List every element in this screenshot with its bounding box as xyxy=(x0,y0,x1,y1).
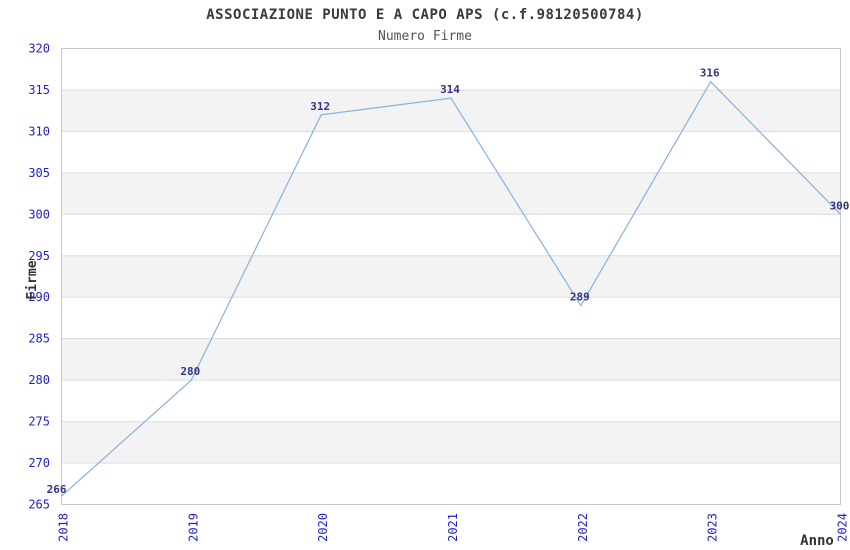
data-line xyxy=(61,80,841,497)
y-tick-label: 280 xyxy=(28,373,50,387)
plot-band xyxy=(61,131,841,173)
plot-band xyxy=(61,255,841,298)
x-tick-label: 2020 xyxy=(316,513,330,542)
data-point-labels: 266 280 312 314 289 316 300 xyxy=(47,67,850,497)
x-tick-label: 2021 xyxy=(446,513,460,542)
y-tick-label: 265 xyxy=(28,498,50,512)
data-point-label: 300 xyxy=(830,199,850,212)
data-point-label: 266 xyxy=(47,483,67,496)
y-tick-label: 310 xyxy=(28,124,50,138)
data-point-label: 280 xyxy=(180,365,200,378)
x-axis-tick-labels: 2018 2019 2020 2021 2022 2023 2024 xyxy=(57,513,850,542)
y-tick-label: 275 xyxy=(28,415,50,429)
y-tick-label: 295 xyxy=(28,249,50,263)
chart-title: ASSOCIAZIONE PUNTO E A CAPO APS (c.f.981… xyxy=(206,7,644,23)
plot-border xyxy=(61,48,841,505)
data-point-label: 316 xyxy=(700,67,720,80)
x-tick-label: 2022 xyxy=(576,513,590,542)
y-tick-label: 305 xyxy=(28,166,50,180)
x-tick-label: 2024 xyxy=(836,513,850,542)
chart-subtitle: Numero Firme xyxy=(378,29,472,44)
plot-background-bands xyxy=(61,48,841,505)
y-axis-tick-labels: 265 270 275 280 285 290 295 300 305 310 315 320 xyxy=(28,42,50,512)
plot-band xyxy=(61,297,841,339)
data-point-label: 289 xyxy=(570,291,590,304)
y-tick-label: 320 xyxy=(28,42,50,56)
data-point-label: 312 xyxy=(310,100,330,113)
plot-band xyxy=(61,421,841,464)
y-tick-label: 285 xyxy=(28,332,50,346)
x-axis-label: Anno xyxy=(800,533,834,549)
plot-band xyxy=(61,463,841,505)
y-tick-label: 270 xyxy=(28,456,50,470)
x-tick-label: 2023 xyxy=(706,513,720,542)
y-axis-label: Firme xyxy=(25,260,40,299)
plot-band xyxy=(61,48,841,90)
y-tick-label: 315 xyxy=(28,83,50,97)
plot-band xyxy=(61,380,841,422)
y-tick-label: 300 xyxy=(28,207,50,221)
x-tick-label: 2019 xyxy=(186,513,200,542)
y-tick-label: 290 xyxy=(28,290,50,304)
plot-band xyxy=(61,214,841,256)
plot-band xyxy=(61,89,841,132)
plot-band xyxy=(61,338,841,381)
x-tick-label: 2018 xyxy=(57,513,71,542)
data-point-label: 314 xyxy=(440,83,460,96)
plot-band xyxy=(61,172,841,215)
